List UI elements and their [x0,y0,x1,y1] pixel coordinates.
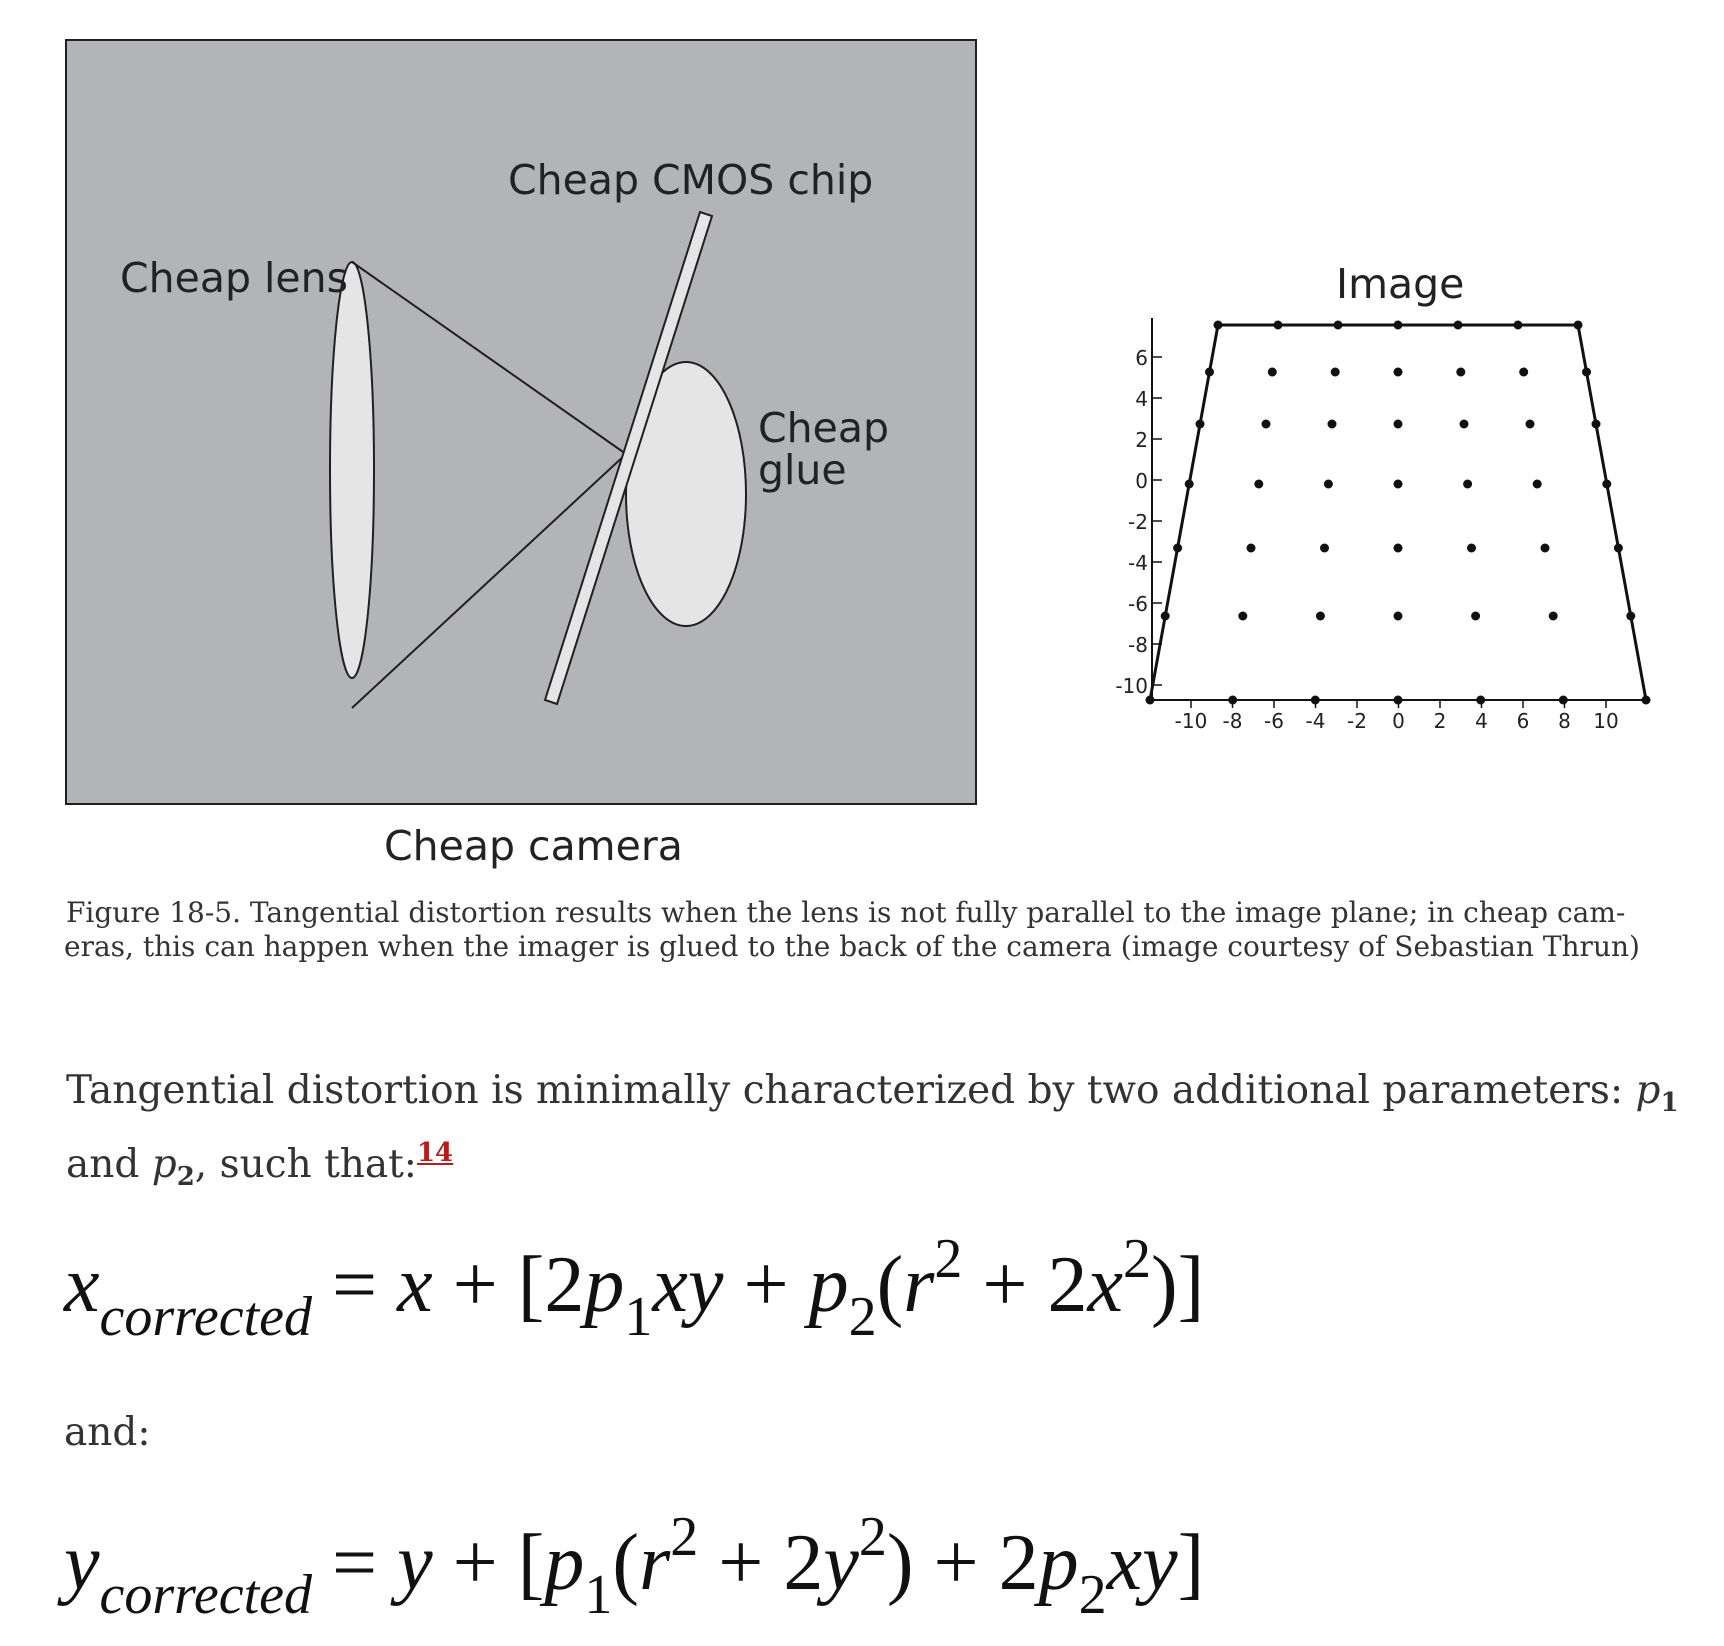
lens-label: Cheap lens [120,254,348,302]
grid-dot [1548,611,1558,621]
grid-dot [1463,479,1473,489]
y-tick-label: -2 [1128,510,1148,534]
grid-dot [1238,611,1248,621]
grid-dot [1471,611,1481,621]
glue-shape [625,361,747,627]
grid-dot [1393,479,1403,489]
y-tick-label: -10 [1115,674,1148,698]
grid-dot [1330,367,1340,377]
grid-dot [1453,320,1463,330]
grid-dot [1323,479,1333,489]
grid-dot [1333,320,1343,330]
caption-line-1: Figure 18-5. Tangential distortion resul… [66,896,1626,929]
grid-dot [1582,367,1591,377]
p1-subscript: 1 [1660,1088,1679,1118]
and-text: and: [64,1410,151,1455]
grid-dot [1532,479,1542,489]
x-tick-label: 4 [1475,709,1488,733]
p2-variable: p [151,1142,177,1187]
y-axis: 6 4 2 0 -2 -4 -6 -8 -10 [1115,318,1162,700]
y-corrected-equation: ycorrected = y + [p1(r2 + 2y2) + 2p2xy] [64,1506,1205,1626]
grid-dot [1205,367,1214,377]
grid-dot [1173,543,1183,553]
grid-dot [1327,419,1337,429]
distortion-grid [1145,320,1651,705]
grid-dot [1626,611,1636,621]
grid-dot [1254,479,1264,489]
grid-dot [1213,320,1223,330]
grid-dot [1393,419,1403,429]
grid-dot [1459,419,1469,429]
grid-dot [1195,419,1205,429]
p1-variable: p [1635,1068,1661,1113]
x-tick-label: -8 [1223,709,1243,733]
grid-dot [1393,320,1403,330]
paragraph-line-2: and p2, such that:14 [66,1130,1666,1204]
x-tick-label: -6 [1264,709,1284,733]
grid-dot [1467,543,1476,553]
grid-dot [1320,543,1329,553]
y-tick-label: 0 [1135,469,1148,493]
cone-line-bottom [351,453,627,709]
grid-dot [1261,419,1271,429]
chip-label: Cheap CMOS chip [508,156,873,204]
glue-label-line1: Cheap [758,404,889,452]
image-title: Image [1336,260,1464,308]
cmos-chip-shape [543,210,714,706]
glue-label-line2: glue [758,446,847,494]
x-tick-label: -4 [1306,709,1326,733]
x-tick-label: 8 [1558,709,1571,733]
grid-dot [1273,320,1283,330]
x-tick-label: 10 [1593,709,1618,733]
grid-dot [1513,320,1523,330]
grid-outline [1148,323,1648,701]
figure: Cheap lens Cheap CMOS chip Cheap glue Ch… [65,39,1651,870]
paragraph-text-3: , such that: [194,1142,417,1187]
grid-dot [1160,611,1170,621]
camera-label: Cheap camera [384,822,683,870]
x-tick-label: -2 [1347,709,1367,733]
grid-dot [1591,419,1601,429]
grid-dot [1393,543,1403,553]
x-corrected-equation: xcorrected = x + [2p1xy + p2(r2 + 2x2)] [64,1228,1205,1348]
grid-dot [1246,543,1256,553]
y-tick-label: -4 [1128,551,1148,575]
figure-caption: Figure 18-5. Tangential distortion resul… [64,896,1666,964]
y-tick-label: -8 [1128,633,1148,657]
y-tick-label: -6 [1128,592,1148,616]
grid-dot [1602,479,1612,489]
x-axis: -10 -8 -6 -4 -2 0 2 4 6 8 10 [1150,699,1646,733]
camera-panel [65,39,977,805]
caption-line-2: eras, this can happen when the imager is… [64,930,1640,963]
paragraph-text-2: and [66,1142,152,1187]
p2-subscript: 2 [176,1162,195,1192]
x-tick-label: 6 [1517,709,1530,733]
y-tick-label: 6 [1135,346,1148,370]
x-tick-label: -10 [1175,709,1208,733]
grid-dot [1184,479,1194,489]
paragraph-text-1: Tangential distortion is minimally chara… [66,1068,1636,1113]
grid-dot [1540,543,1550,553]
x-tick-label: 2 [1434,709,1447,733]
y-tick-label: 4 [1135,387,1148,411]
lens-shape [329,261,375,679]
grid-dot [1525,419,1535,429]
figure-diagram: Cheap lens Cheap CMOS chip Cheap glue Ch… [65,39,1651,870]
y-tick-label: 2 [1135,428,1148,452]
grid-dot [1393,367,1403,377]
grid-dot [1456,367,1466,377]
body-paragraph: Tangential distortion is minimally chara… [66,1056,1679,1204]
x-tick-label: 0 [1392,709,1405,733]
footnote-link[interactable]: 14 [416,1138,454,1168]
grid-dot [1519,367,1529,377]
grid-dot [1393,611,1403,621]
grid-dot [1315,611,1325,621]
grid-dot [1613,543,1623,553]
paragraph-line-1: Tangential distortion is minimally chara… [66,1056,1679,1130]
grid-dot [1573,320,1583,330]
cone-line-top [351,261,627,455]
grid-dot [1267,367,1277,377]
